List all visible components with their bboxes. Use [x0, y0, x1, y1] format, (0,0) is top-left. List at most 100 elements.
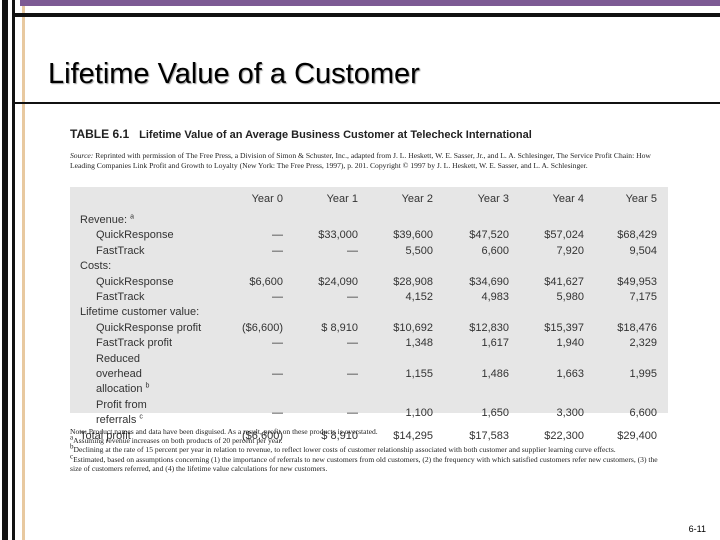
- cell: 9,504: [629, 244, 657, 257]
- header-row: Year 0 Year 1 Year 2 Year 3 Year 4 Year 5: [70, 187, 657, 213]
- cell: $29,400: [617, 429, 657, 442]
- top-stripe: [20, 0, 720, 6]
- data-row: FastTrack profit — — 1,348 1,617 1,940 2,329: [70, 336, 657, 351]
- data-row: QuickResponse $6,600 $24,090 $28,908 $34,690…: [70, 275, 657, 290]
- cell: —: [347, 368, 358, 381]
- footnote-mark: a: [130, 213, 135, 221]
- note: aAssuming revenue increases on both prod…: [70, 433, 670, 446]
- cell: 6,600: [481, 244, 509, 257]
- cell: 7,175: [629, 291, 657, 304]
- data-row: QuickResponse — $33,000 $39,600 $47,520 $57,0…: [70, 228, 657, 243]
- row-label: FastTrack: [70, 290, 210, 305]
- row-label: Revenue: a: [70, 213, 657, 228]
- cell: $24,090: [318, 275, 358, 288]
- table-caption: TABLE 6.1 Lifetime Value of an Average Bu…: [70, 127, 532, 141]
- data-row: Profit from referrals c — — 1,100 1,650 3,300…: [70, 398, 657, 429]
- cell: $41,627: [544, 275, 584, 288]
- row-label: Costs:: [70, 259, 657, 274]
- page-number: 6-11: [688, 524, 706, 534]
- cell: 4,983: [481, 291, 509, 304]
- cell: —: [272, 368, 283, 381]
- left-bar: [2, 0, 8, 540]
- header-cell: Year 1: [326, 193, 358, 206]
- cell: 1,650: [481, 406, 509, 419]
- header-cell: Year 5: [625, 193, 657, 206]
- table: Year 0 Year 1 Year 2 Year 3 Year 4 Year 5 Reve…: [70, 187, 657, 444]
- top-rule: [12, 13, 720, 17]
- left-bar: [22, 0, 25, 540]
- section-row: Total profit ($6,600) $ 8,910 $14,295 $17,58…: [70, 429, 657, 444]
- note-text: Declining at the rate of 15 percent per …: [73, 445, 616, 455]
- source-text: Reprinted with permission of The Free Pr…: [70, 151, 651, 170]
- note: bDeclining at the rate of 15 percent per…: [70, 443, 670, 455]
- cell: —: [347, 244, 358, 257]
- header-cell: [70, 187, 210, 213]
- cell: 1,155: [405, 368, 433, 381]
- slide-title: Lifetime Value of a Customer: [48, 58, 420, 90]
- cell: 5,500: [405, 244, 433, 257]
- cell: $57,024: [544, 229, 584, 242]
- cell: 4,152: [405, 291, 433, 304]
- cell: 7,920: [556, 244, 584, 257]
- cell: —: [272, 229, 283, 242]
- row-label: FastTrack: [70, 244, 210, 259]
- cell: —: [347, 406, 358, 419]
- label-text: FastTrack profit: [96, 337, 172, 350]
- cell: —: [272, 291, 283, 304]
- note: Note: Product names and data have been d…: [70, 427, 670, 436]
- cell: 1,940: [556, 337, 584, 350]
- label-text: QuickResponse profit: [96, 321, 202, 334]
- cell: $ 8,910: [321, 321, 358, 334]
- footnote-mark: c: [139, 413, 143, 421]
- header-cell: Year 0: [251, 193, 283, 206]
- cell: ($6,600): [242, 429, 283, 442]
- note-text: Note: Product names and data have been d…: [70, 427, 378, 436]
- cell: 5,980: [556, 291, 584, 304]
- label-text: FastTrack: [96, 244, 145, 257]
- cell: $47,520: [469, 229, 509, 242]
- cell: $15,397: [544, 321, 584, 334]
- label-text: Lifetime customer value:: [80, 306, 200, 319]
- label-text: Costs:: [80, 260, 112, 273]
- note-text: Assuming revenue increases on both produ…: [73, 436, 283, 446]
- label-text: QuickResponse: [96, 275, 174, 288]
- source: Source: Reprinted with permission of The…: [70, 151, 668, 170]
- cell: $ 8,910: [321, 429, 358, 442]
- header-cell: Year 2: [401, 193, 433, 206]
- label-text: Revenue:: [80, 214, 128, 226]
- row-label: Reduced overhead allocation b: [70, 352, 210, 398]
- cell: $49,953: [617, 275, 657, 288]
- cell: $68,429: [617, 229, 657, 242]
- cell: —: [272, 244, 283, 257]
- cell: $28,908: [393, 275, 433, 288]
- section-row: Costs:: [70, 259, 657, 274]
- cell: $33,000: [318, 229, 358, 242]
- cell: 1,100: [405, 406, 433, 419]
- header-cell: Year 4: [552, 193, 584, 206]
- cell: $17,583: [469, 429, 509, 442]
- cell: —: [347, 291, 358, 304]
- left-bar: [12, 0, 15, 540]
- cell: $22,300: [544, 429, 584, 442]
- footnote-mark: b: [145, 382, 150, 390]
- cell: 6,600: [629, 406, 657, 419]
- cell: 3,300: [556, 406, 584, 419]
- row-label: QuickResponse: [70, 228, 210, 243]
- label-text: Total profit: [80, 429, 131, 442]
- note-mark: a: [70, 433, 74, 442]
- cell: 1,995: [629, 368, 657, 381]
- data-row: FastTrack — — 5,500 6,600 7,920 9,504: [70, 244, 657, 259]
- row-label: FastTrack profit: [70, 336, 210, 351]
- cell: $39,600: [393, 229, 433, 242]
- label-text: FastTrack: [96, 291, 145, 304]
- note-mark: c: [70, 452, 74, 461]
- row-label: Total profit: [70, 429, 210, 444]
- row-label: Lifetime customer value:: [70, 305, 657, 320]
- label-text: Reduced overhead allocation: [96, 352, 143, 396]
- caption-text: Lifetime Value of an Average Business Cu…: [139, 129, 532, 141]
- cell: 2,329: [629, 337, 657, 350]
- note-text: Estimated, based on assumptions concerni…: [70, 454, 658, 473]
- data-row: Reduced overhead allocation b — — 1,155 1,48…: [70, 352, 657, 398]
- cell: $34,690: [469, 275, 509, 288]
